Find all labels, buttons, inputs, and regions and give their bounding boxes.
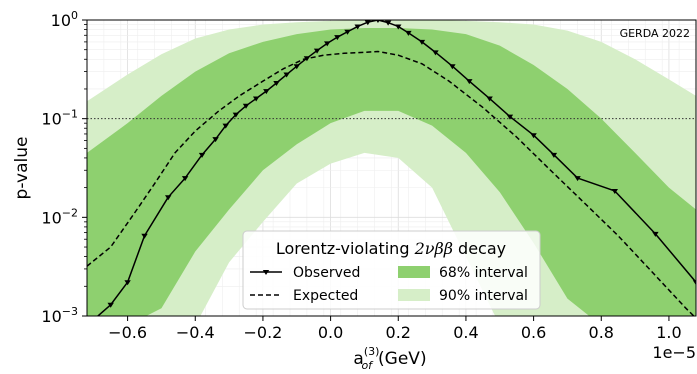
observed-point-22 — [364, 20, 372, 26]
series-lines — [84, 20, 696, 329]
observed-point-9 — [232, 112, 240, 118]
observed-point-21 — [354, 24, 361, 30]
observed-point-33 — [530, 133, 537, 139]
legend-observed-label: Observed — [293, 265, 360, 281]
y-tick-label-base: 10 — [51, 11, 71, 30]
x-tick-label-1: −0.4 — [176, 323, 215, 342]
observed-point-20 — [344, 29, 351, 35]
observed-point-3 — [141, 233, 148, 239]
expected-line — [87, 50, 695, 316]
observed-point-32 — [506, 114, 514, 120]
observed-point-6 — [198, 152, 206, 158]
observed-point-4 — [165, 195, 172, 201]
observed-point-24 — [384, 20, 392, 26]
observed-point-28 — [432, 50, 439, 56]
x-tick-label-0: −0.6 — [108, 323, 147, 342]
observed-point-15 — [293, 64, 300, 70]
observed-point-7 — [212, 137, 219, 143]
bands — [87, 20, 696, 316]
observed-point-31 — [486, 96, 493, 102]
legend-box — [242, 230, 541, 310]
y-tick-label-exponent: 0 — [71, 9, 78, 22]
observed-point-17 — [313, 48, 321, 54]
x-axis-label: a(3) of (GeV) — [353, 345, 426, 372]
y-tick-label-0: 100 — [51, 9, 78, 30]
x-axis: −0.6 −0.4 −0.2 0.0 0.2 0.4 0.6 0.8 1.0 — [108, 316, 682, 342]
observed-point-27 — [418, 39, 426, 45]
legend-band68-swatch — [398, 266, 430, 278]
observed-point-5 — [181, 176, 189, 182]
y-tick-label-base: 10 — [41, 110, 61, 129]
observed-point-13 — [273, 80, 280, 86]
observed-point-26 — [405, 30, 412, 36]
y-tick-label-exponent: −2 — [62, 206, 78, 219]
legend-title: Lorentz-violating 2νββ decay — [276, 239, 506, 258]
legend-observed-marker — [262, 270, 270, 275]
observed-point-18 — [324, 41, 331, 47]
observed-point-0 — [84, 324, 90, 329]
observed-point-38 — [692, 280, 696, 286]
y-tick-label-base: 10 — [41, 208, 61, 227]
x-tick-label-8: 1.0 — [656, 323, 681, 342]
legend-band68-label: 68% interval — [439, 265, 528, 281]
observed-point-11 — [252, 96, 260, 102]
y-axis-label: p-value — [12, 137, 32, 200]
y-tick-label-base: 10 — [41, 307, 61, 326]
legend: Lorentz-violating 2νββ decay Observed 68… — [242, 230, 541, 310]
observed-point-23 — [376, 20, 380, 23]
y-tick-label-2: 10−2 — [41, 206, 78, 227]
plot-frame — [86, 19, 697, 317]
legend-title-suffix: decay — [453, 239, 506, 258]
y-tick-label-exponent: −1 — [62, 108, 78, 121]
band68-area — [87, 27, 696, 316]
x-tick-label-6: 0.6 — [521, 323, 546, 342]
chart-annotation: GERDA 2022 — [620, 27, 690, 40]
observed-point-34 — [550, 152, 558, 158]
observed-point-1 — [107, 302, 114, 308]
observed-point-37 — [652, 231, 659, 237]
legend-band90-label: 90% interval — [439, 288, 528, 304]
observed-point-36 — [611, 188, 618, 194]
y-tick-label-1: 10−1 — [41, 108, 78, 129]
observed-point-2 — [124, 280, 131, 286]
x-tick-label-7: 0.8 — [589, 323, 614, 342]
legend-band90-swatch — [398, 289, 430, 301]
observed-point-19 — [334, 35, 341, 41]
x-offset-label: 1e−5 — [652, 343, 696, 362]
x-tick-label-2: −0.2 — [244, 323, 283, 342]
y-tick-label-3: 10−3 — [41, 305, 78, 326]
observed-point-25 — [395, 24, 402, 30]
observed-point-10 — [242, 103, 250, 109]
x-axis-label-sub: of — [361, 359, 374, 372]
legend-expected-label: Expected — [293, 288, 358, 304]
observed-point-8 — [222, 123, 229, 129]
observed-point-14 — [283, 72, 290, 78]
observed-point-12 — [263, 89, 270, 95]
observed-point-35 — [574, 176, 581, 182]
x-tick-label-4: 0.2 — [386, 323, 411, 342]
observed-point-29 — [449, 64, 456, 70]
y-tick-label-exponent: −3 — [62, 305, 78, 318]
x-tick-label-3: 0.0 — [318, 323, 343, 342]
x-axis-label-sup: (3) — [364, 345, 380, 358]
x-axis-label-unit: (GeV) — [378, 349, 427, 369]
x-axis-label-main: a — [353, 349, 363, 369]
x-tick-label-5: 0.4 — [453, 323, 478, 342]
observed-point-30 — [466, 79, 473, 85]
legend-title-prefix: Lorentz-violating — [276, 239, 415, 258]
legend-title-math: 2νββ — [414, 239, 453, 258]
